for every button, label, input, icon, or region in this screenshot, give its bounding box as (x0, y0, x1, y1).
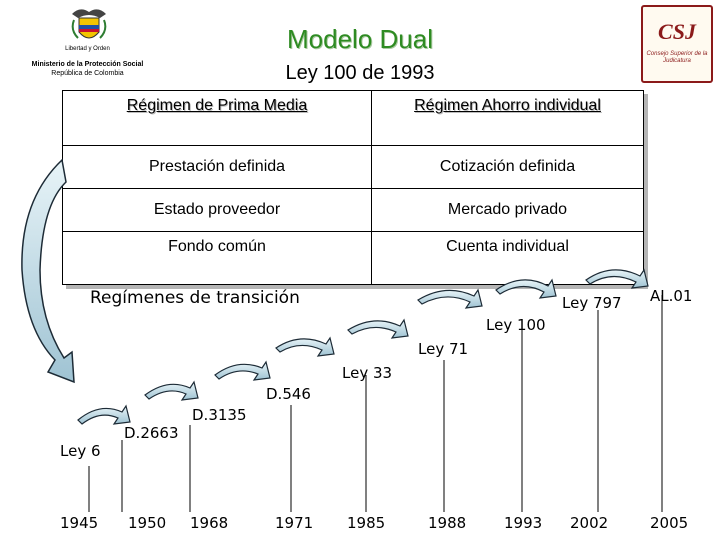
timeline-event: AL.01 (650, 287, 693, 305)
csj-logo-subtitle: Consejo Superior de la Judicatura (646, 51, 708, 64)
timeline-event: Ley 71 (418, 340, 469, 358)
table-cell: Estado proveedor (62, 188, 372, 232)
table-cell: Cotización definida (371, 145, 644, 189)
timeline-event: Ley 797 (562, 294, 622, 312)
table-row: Fondo común Cuenta individual (62, 231, 644, 285)
table-row: Estado proveedor Mercado privado (62, 188, 644, 232)
step-arrow-icon (144, 380, 199, 401)
step-arrow-icon (347, 318, 409, 339)
timeline-event: D.2663 (124, 424, 179, 442)
timeline-year: 1985 (347, 514, 386, 532)
comparison-table: Régimen de Prima Media Régimen Ahorro in… (62, 90, 644, 285)
step-arrow-icon (77, 404, 131, 425)
step-arrow-icon (417, 288, 483, 309)
curved-arrow-icon (21, 158, 75, 384)
csj-logo-icon (641, 5, 713, 83)
step-arrows (77, 268, 649, 425)
page-title: Modelo Dual (287, 24, 433, 54)
transition-heading: Regímenes de transición (90, 288, 300, 308)
step-arrow-icon (585, 268, 649, 289)
ministry-logo: Libertad y Orden Ministerio de la Protec… (20, 6, 155, 82)
timeline-ticks (88, 295, 663, 512)
page-subtitle: Ley 100 de 1993 (285, 62, 435, 84)
timeline-year: 1993 (504, 514, 543, 532)
timeline-year: 1971 (275, 514, 314, 532)
country-name: República de Colombia (51, 70, 124, 77)
timeline-event: Ley 33 (342, 364, 393, 382)
timeline-year: 1968 (190, 514, 229, 532)
step-arrow-icon (495, 278, 557, 299)
table-row: Prestación definida Cotización definida (62, 145, 644, 189)
table-cell: Prestación definida (62, 145, 372, 189)
timeline-year: 1950 (128, 514, 167, 532)
timeline-year: 2005 (650, 514, 689, 532)
step-arrow-icon (275, 336, 335, 357)
timeline-year: 1945 (60, 514, 99, 532)
timeline-year: 1988 (428, 514, 467, 532)
coat-of-arms-icon (71, 9, 107, 39)
timeline-event: Ley 6 (60, 442, 101, 460)
csj-logo-mark: CSJ (658, 19, 696, 44)
step-arrow-icon (214, 360, 271, 381)
timeline-event: D.546 (266, 385, 311, 403)
logo-motto: Libertad y Orden (65, 46, 110, 52)
csj-logo: CSJ Consejo Superior de la Judicatura (641, 5, 713, 83)
ministry-name: Ministerio de la Protección Social (31, 61, 144, 68)
table-cell: Mercado privado (371, 188, 644, 232)
timeline-event: D.3135 (192, 406, 247, 424)
timeline-year: 2002 (570, 514, 609, 532)
timeline-event: Ley 100 (486, 316, 546, 334)
